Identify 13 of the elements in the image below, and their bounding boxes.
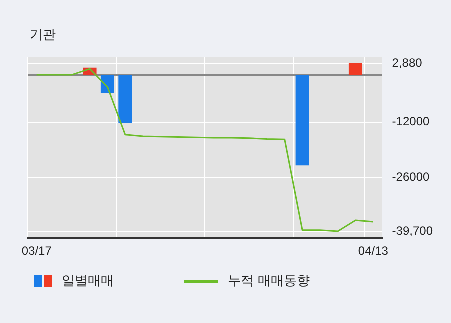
y-tick-label: 2,880 xyxy=(392,56,423,70)
bar xyxy=(296,74,310,166)
bar xyxy=(100,74,114,94)
y-tick-label: -12000 xyxy=(392,114,430,129)
legend-label: 누적 매매동향 xyxy=(228,273,310,290)
x-tick-label: 04/13 xyxy=(358,244,389,258)
chart-title: 기관 xyxy=(30,27,56,44)
x-tick-label: 03/17 xyxy=(22,244,52,258)
y-tick-label: -26000 xyxy=(392,170,430,184)
legend-label: 일별매매 xyxy=(62,273,114,290)
bar xyxy=(118,74,132,124)
y-tick-label: -39,700 xyxy=(392,224,434,238)
bar xyxy=(348,63,363,75)
